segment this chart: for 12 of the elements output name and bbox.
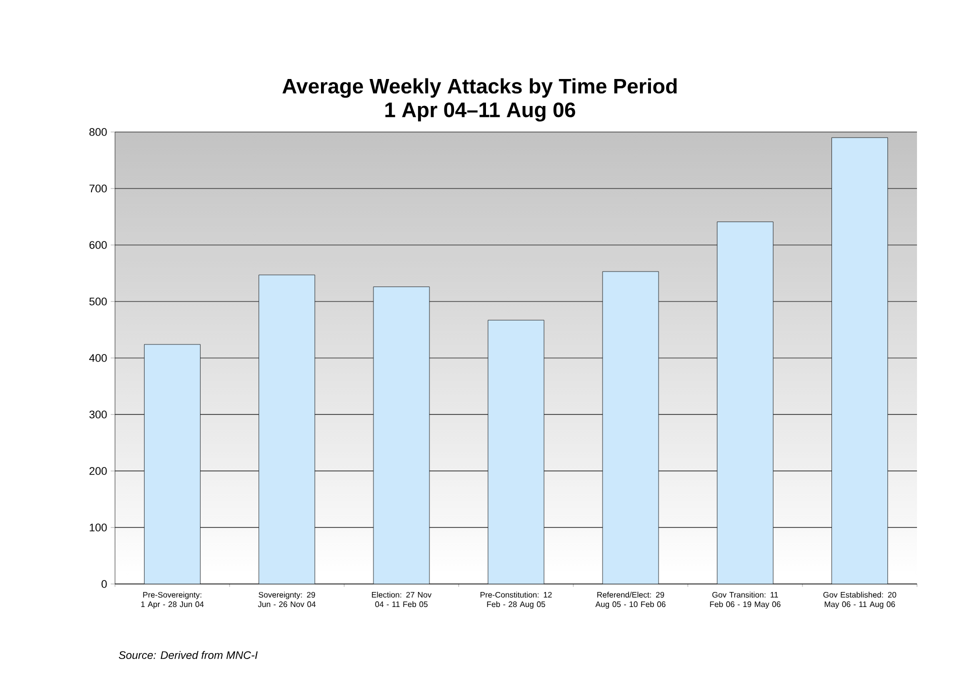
y-tick-label: 600 — [90, 241, 107, 249]
chart-subtitle: 1 Apr 04–11 Aug 06 — [385, 102, 576, 122]
y-tick-label: 400 — [89, 354, 107, 362]
y-tick-label: 200 — [90, 467, 107, 475]
chart-title: Average Weekly Attacks by Time Period — [282, 78, 677, 98]
y-tick-label: 700 — [90, 184, 107, 192]
y-tick-label: 0 — [102, 580, 107, 588]
source-note: Source: Derived from MNC-I — [118, 650, 258, 660]
y-tick-label: 100 — [90, 524, 107, 532]
y-tick-label: 500 — [89, 298, 107, 306]
y-tick-label: 300 — [89, 410, 107, 418]
y-tick-label: 800 — [89, 128, 107, 136]
